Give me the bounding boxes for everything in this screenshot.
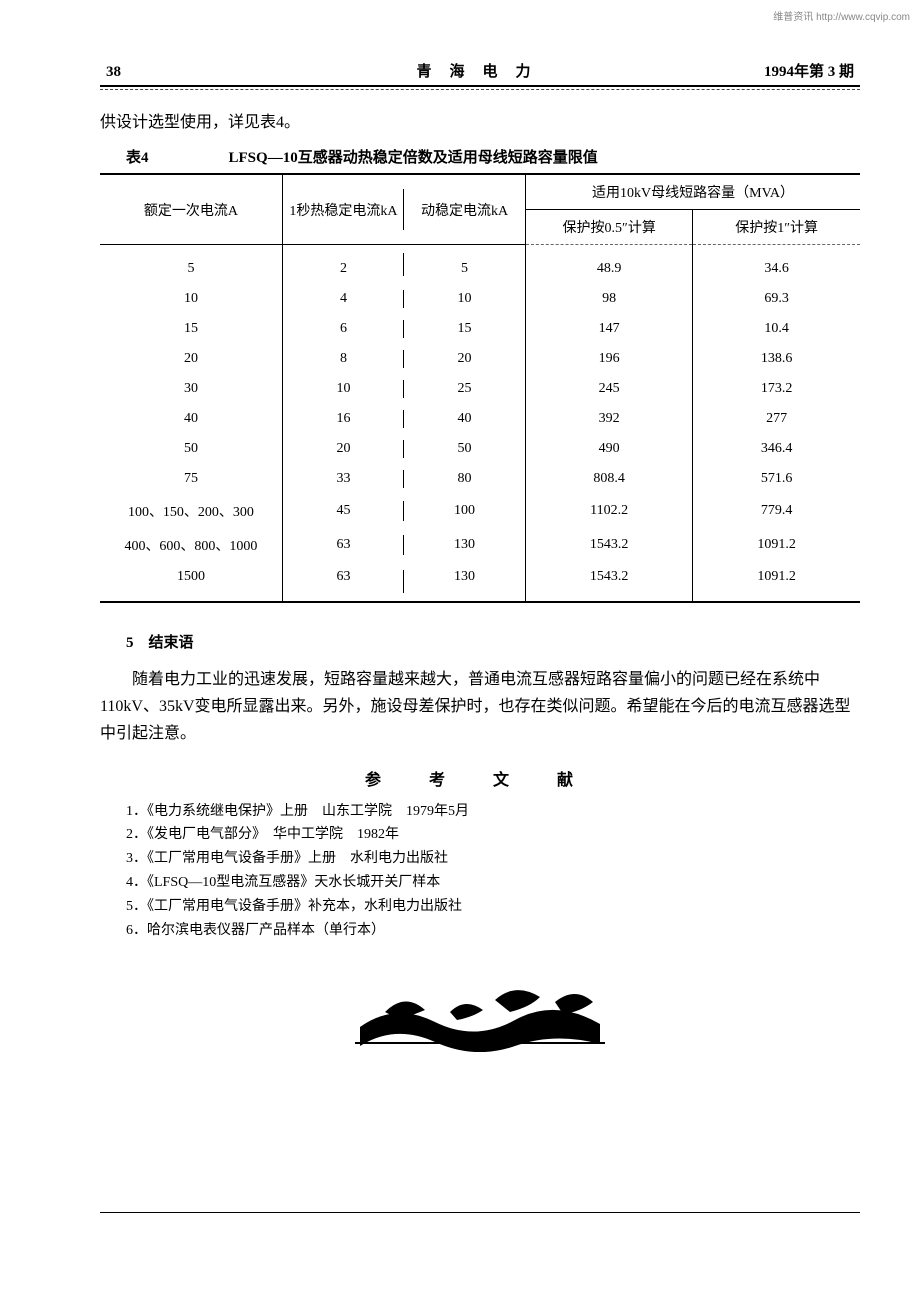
table-cell: 147 <box>526 314 693 344</box>
table-cell: 63 <box>282 562 404 602</box>
table-cell: 100 <box>404 494 526 528</box>
table-cell: 48.9 <box>526 245 693 285</box>
section-5-heading: 5 结束语 <box>126 631 860 652</box>
table-cell: 277 <box>693 404 860 434</box>
col-header-0p5s: 保护按0.5″计算 <box>526 210 693 245</box>
table-row: 301025245173.2 <box>100 374 860 404</box>
table-cell: 10 <box>404 284 526 314</box>
table-cell: 346.4 <box>693 434 860 464</box>
table-cell: 779.4 <box>693 494 860 528</box>
table-cell: 34.6 <box>693 245 860 285</box>
table-cell: 75 <box>100 464 282 494</box>
table-cell: 20 <box>100 344 282 374</box>
table-cell: 25 <box>404 374 526 404</box>
section-5-paragraph: 随着电力工业的迅速发展，短路容量越来越大，普通电流互感器短路容量偏小的问题已经在… <box>100 666 860 748</box>
table-cell: 45 <box>282 494 404 528</box>
table-cell: 138.6 <box>693 344 860 374</box>
table-cell: 571.6 <box>693 464 860 494</box>
table-cell: 5 <box>100 245 282 285</box>
watermark-text: 维普资讯 http://www.cqvip.com <box>773 8 910 23</box>
reference-item: 4．《LFSQ—10型电流互感器》天水长城开关厂样本 <box>126 871 860 895</box>
table-cell: 50 <box>404 434 526 464</box>
journal-title: 青海电力 <box>121 60 764 81</box>
table-cell: 33 <box>282 464 404 494</box>
table-cell: 80 <box>404 464 526 494</box>
table-row: 104109869.3 <box>100 284 860 314</box>
table-body: 52548.934.6104109869.31561514710.4208201… <box>100 245 860 603</box>
table-cell: 40 <box>404 404 526 434</box>
table-cell: 130 <box>404 528 526 562</box>
col-header-rated-current: 额定一次电流A <box>100 174 282 245</box>
table-cell: 69.3 <box>693 284 860 314</box>
table-row: 401640392277 <box>100 404 860 434</box>
table-label: 表4 <box>126 146 149 167</box>
table-cell: 130 <box>404 562 526 602</box>
intro-paragraph: 供设计选型使用，详见表4。 <box>100 108 860 132</box>
reference-item: 2．《发电厂电气部分》 华中工学院 1982年 <box>126 823 860 847</box>
col-header-group: 适用10kV母线短路容量（MVA） <box>526 174 860 210</box>
col-header-dynamic: 动稳定电流kA <box>404 174 526 245</box>
table-title: LFSQ—10互感器动热稳定倍数及适用母线短路容量限值 <box>229 146 598 167</box>
table-cell: 5 <box>404 245 526 285</box>
data-table: 额定一次电流A 1秒热稳定电流kA 动稳定电流kA 适用10kV母线短路容量（M… <box>100 173 860 603</box>
table-cell: 1091.2 <box>693 528 860 562</box>
references-list: 1．《电力系统继电保护》上册 山东工学院 1979年5月2．《发电厂电气部分》 … <box>100 800 860 943</box>
table-cell: 400、600、800、1000 <box>100 528 282 562</box>
table-cell: 10 <box>282 374 404 404</box>
table-cell: 98 <box>526 284 693 314</box>
reference-item: 3．《工厂常用电气设备手册》上册 水利电力出版社 <box>126 847 860 871</box>
table-row: 502050490346.4 <box>100 434 860 464</box>
table-cell: 392 <box>526 404 693 434</box>
table-cell: 15 <box>100 314 282 344</box>
table-cell: 50 <box>100 434 282 464</box>
header-rule-dashed <box>100 89 860 90</box>
reference-item: 6．哈尔滨电表仪器厂产品样本（单行本） <box>126 919 860 943</box>
page-container: 38 青海电力 1994年第 3 期 供设计选型使用，详见表4。 表4 LFSQ… <box>0 0 920 1253</box>
table-cell: 16 <box>282 404 404 434</box>
col-header-1s: 保护按1″计算 <box>693 210 860 245</box>
table-cell: 808.4 <box>526 464 693 494</box>
table-cell: 40 <box>100 404 282 434</box>
header-rule <box>100 85 860 87</box>
table-cell: 490 <box>526 434 693 464</box>
table-row: 100、150、200、300451001102.2779.4 <box>100 494 860 528</box>
table-row: 1500631301543.21091.2 <box>100 562 860 602</box>
table-row: 753380808.4571.6 <box>100 464 860 494</box>
table-cell: 6 <box>282 314 404 344</box>
page-number: 38 <box>106 64 121 81</box>
table-cell: 1102.2 <box>526 494 693 528</box>
table-cell: 4 <box>282 284 404 314</box>
table-cell: 10.4 <box>693 314 860 344</box>
table-cell: 15 <box>404 314 526 344</box>
table-row: 1561514710.4 <box>100 314 860 344</box>
page-header: 38 青海电力 1994年第 3 期 <box>100 60 860 85</box>
bottom-rule <box>100 1212 860 1213</box>
ornament-image <box>355 972 605 1052</box>
table-cell: 8 <box>282 344 404 374</box>
table-row: 20820196138.6 <box>100 344 860 374</box>
table-cell: 2 <box>282 245 404 285</box>
references-heading: 参 考 文 献 <box>100 766 860 790</box>
table-cell: 63 <box>282 528 404 562</box>
table-cell: 100、150、200、300 <box>100 494 282 528</box>
reference-item: 5．《工厂常用电气设备手册》补充本，水利电力出版社 <box>126 895 860 919</box>
reference-item: 1．《电力系统继电保护》上册 山东工学院 1979年5月 <box>126 800 860 824</box>
table-cell: 1543.2 <box>526 562 693 602</box>
table-cell: 20 <box>282 434 404 464</box>
table-cell: 1543.2 <box>526 528 693 562</box>
issue-label: 1994年第 3 期 <box>764 60 854 81</box>
table-caption: 表4 LFSQ—10互感器动热稳定倍数及适用母线短路容量限值 <box>100 146 860 167</box>
table-cell: 30 <box>100 374 282 404</box>
table-cell: 245 <box>526 374 693 404</box>
col-header-thermal: 1秒热稳定电流kA <box>282 174 404 245</box>
table-row: 400、600、800、1000631301543.21091.2 <box>100 528 860 562</box>
table-row: 52548.934.6 <box>100 245 860 285</box>
table-cell: 196 <box>526 344 693 374</box>
table-cell: 173.2 <box>693 374 860 404</box>
table-cell: 1500 <box>100 562 282 602</box>
table-cell: 20 <box>404 344 526 374</box>
table-cell: 1091.2 <box>693 562 860 602</box>
table-cell: 10 <box>100 284 282 314</box>
